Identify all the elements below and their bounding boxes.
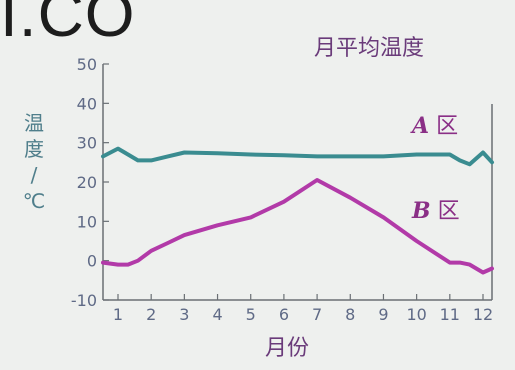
watermark-text: I.CO (0, 0, 136, 50)
x-tick-label: 8 (345, 305, 355, 324)
x-tick-label: 3 (179, 305, 189, 324)
series-a-line (101, 146, 494, 167)
x-tick-label: 4 (212, 305, 222, 324)
series-a-letter: A (412, 113, 430, 139)
x-tick-label: 9 (378, 305, 388, 324)
y-axis-label-char: 温 (24, 111, 44, 135)
x-tick-label: 6 (279, 305, 289, 324)
y-tick-label: 30 (77, 134, 97, 153)
x-tick-label: 5 (246, 305, 256, 324)
y-tick-label: 0 (87, 252, 97, 271)
series-b-suffix: 区 (437, 199, 460, 224)
y-tick-label: -10 (71, 291, 97, 310)
y-tick-label: 10 (77, 212, 97, 231)
y-axis-label-char: / (30, 163, 38, 187)
y-tick-label: 20 (77, 173, 97, 192)
x-tick-label: 11 (440, 305, 460, 324)
x-tick-label: 1 (113, 305, 123, 324)
x-axis-label: 月份 (265, 336, 310, 361)
y-tick-label: 50 (77, 55, 97, 74)
y-axis-label-char: ℃ (22, 189, 46, 213)
x-tick-label: 10 (406, 305, 426, 324)
x-tick-label: 12 (473, 305, 493, 324)
chart-title: 月平均温度 (314, 36, 425, 61)
series-b-line (101, 178, 494, 275)
series-label-b: B 区 (412, 193, 460, 225)
y-axis-label: 温度 / ℃ (22, 110, 46, 214)
series-b-letter: B (412, 198, 431, 224)
x-tick-label: 2 (146, 305, 156, 324)
series-a-suffix: 区 (436, 114, 459, 139)
series-label-a: A 区 (412, 108, 458, 140)
y-axis-label-char: 度 (24, 137, 44, 161)
x-tick-label: 7 (312, 305, 322, 324)
y-tick-label: 40 (77, 94, 97, 113)
